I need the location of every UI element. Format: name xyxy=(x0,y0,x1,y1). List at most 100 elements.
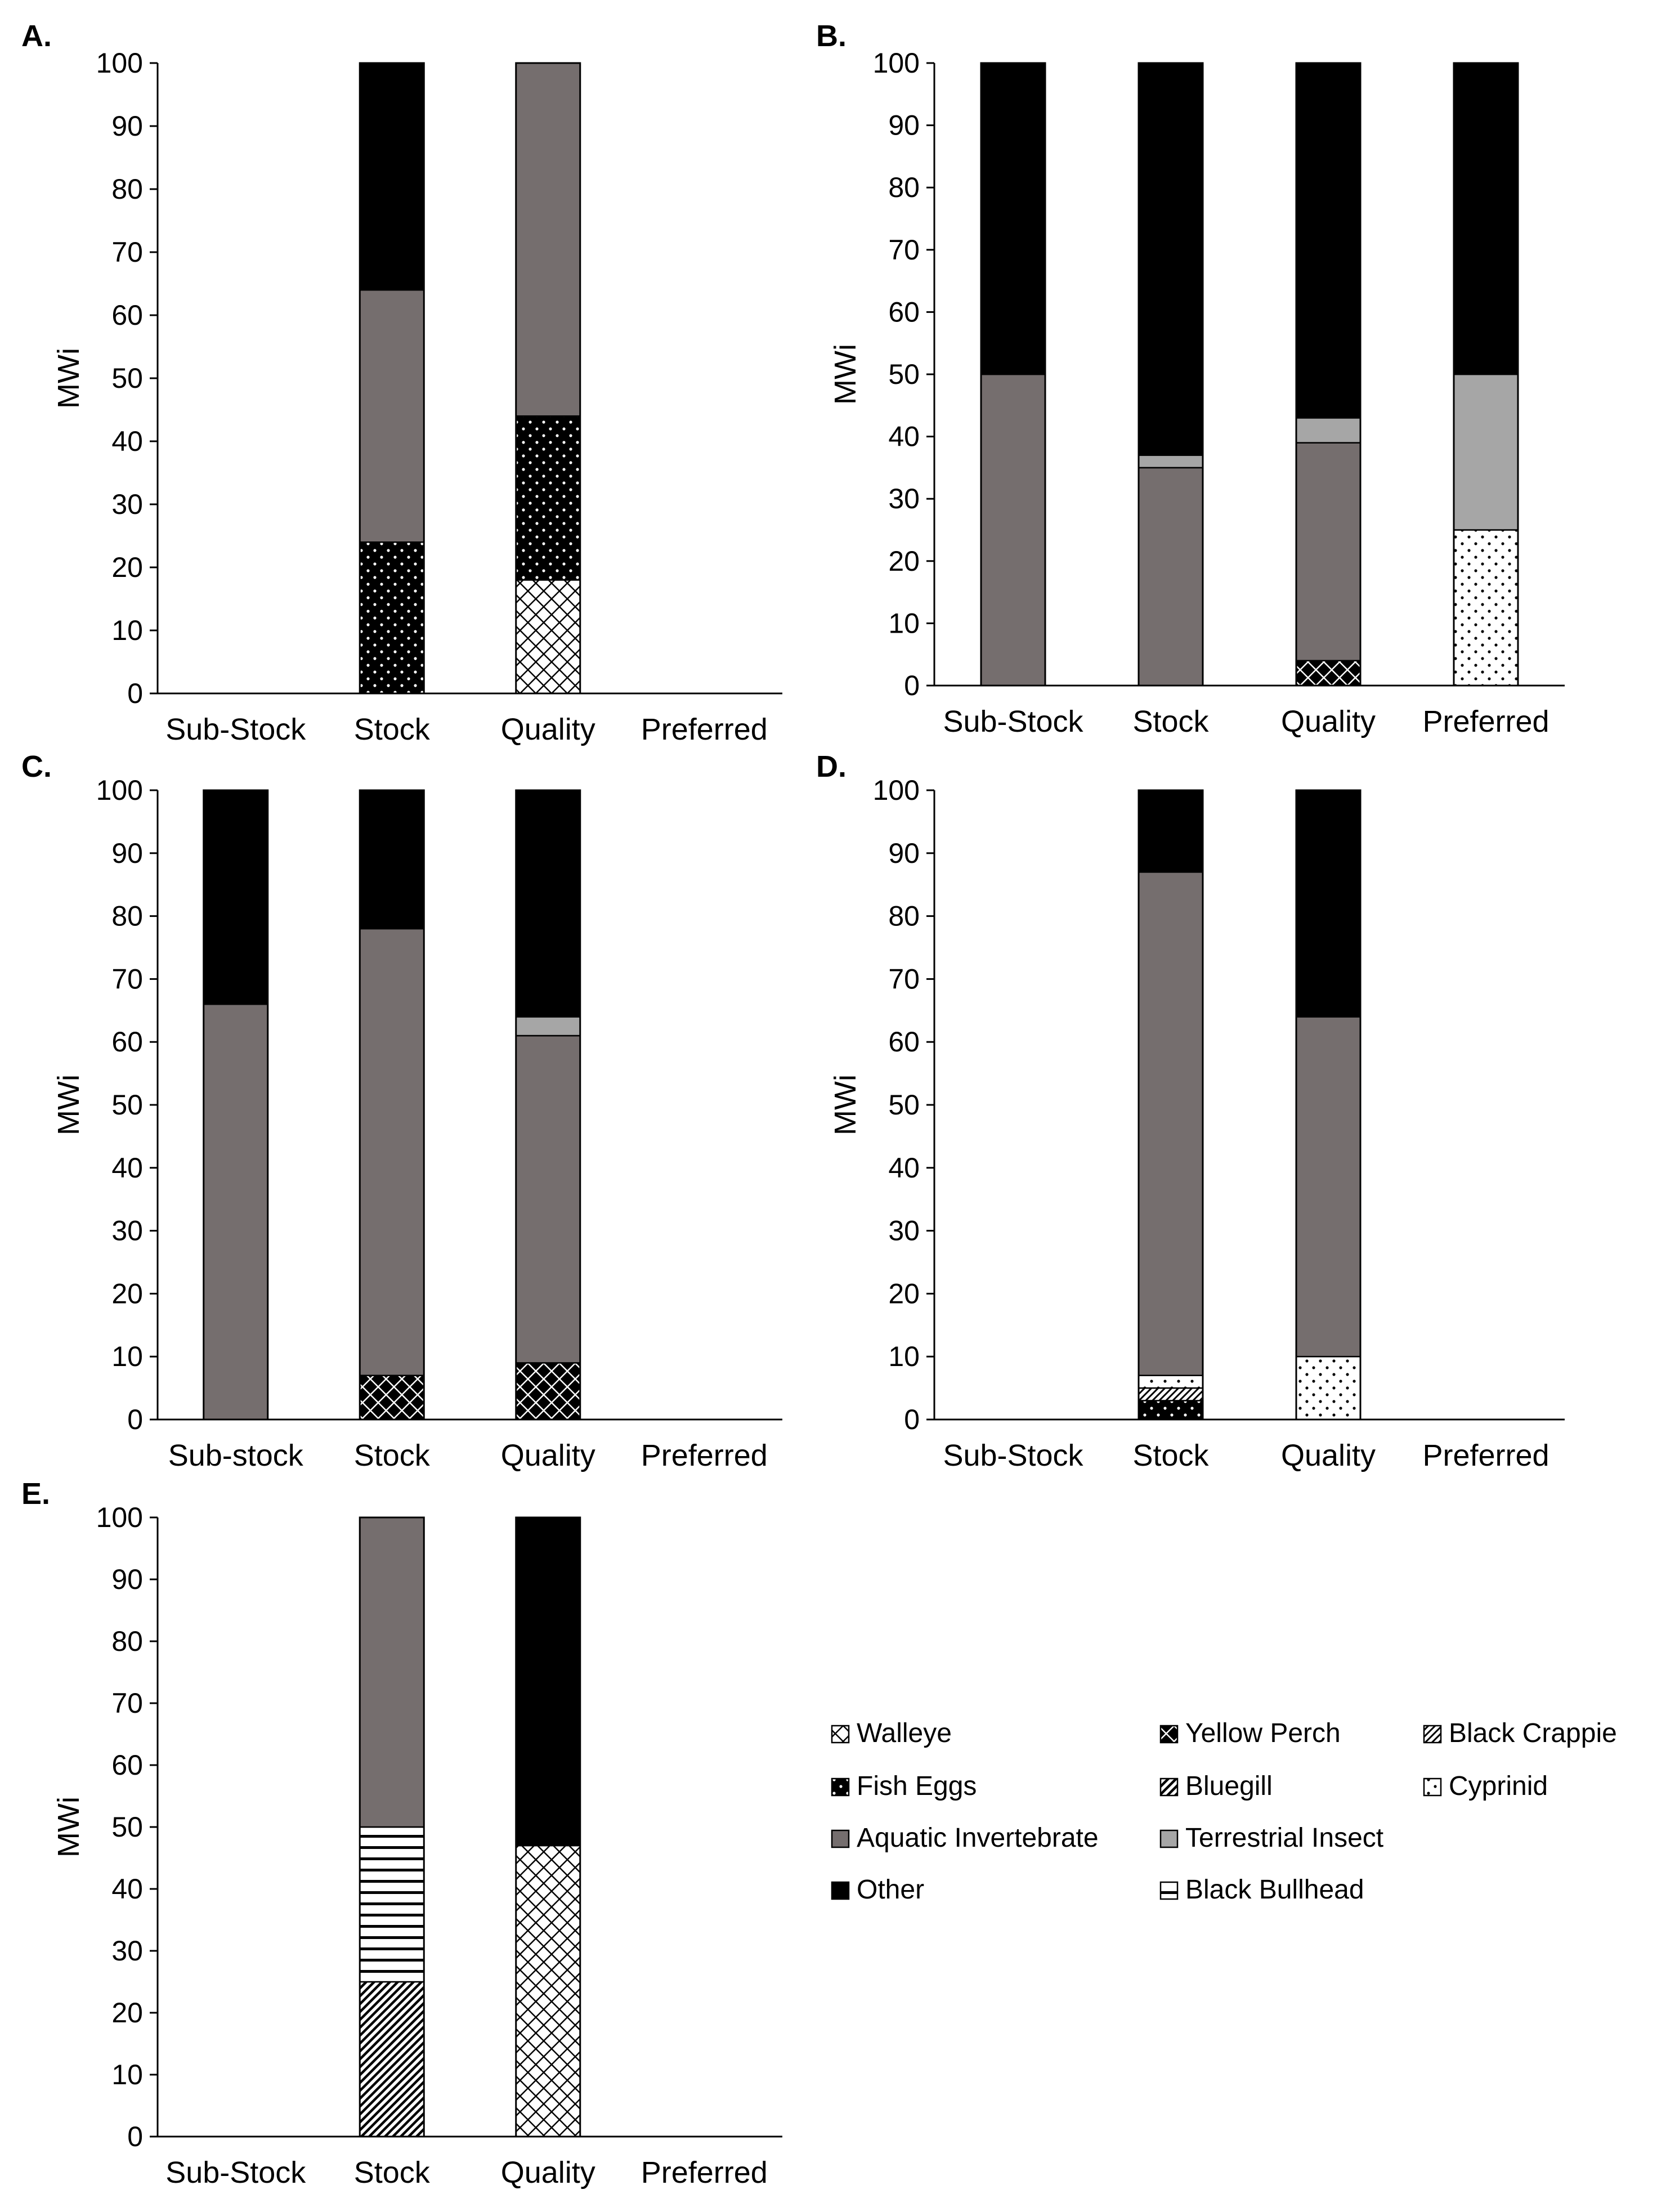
bar-segment-aquatic-invertebrate xyxy=(515,62,581,417)
y-tick-label: 60 xyxy=(111,299,143,331)
x-tick-label: Stock xyxy=(354,713,431,746)
y-tick-label: 90 xyxy=(888,110,920,141)
chart-panel-a: A. 0 10 20 30 40 50 60 70 80 90 100 MWi Sub-Stock Stoc… xyxy=(21,19,782,746)
bar-segment-other xyxy=(980,62,1046,375)
y-tick-label: 60 xyxy=(111,1026,143,1058)
y-tick-label: 30 xyxy=(111,1935,143,1967)
bar-segment-fish-eggs xyxy=(1137,1400,1204,1421)
x-tick-label: Quality xyxy=(501,713,595,746)
legend-item-cyprinid: Cyprinid xyxy=(1423,1771,1548,1801)
legend-item-fish-eggs: Fish Eggs xyxy=(831,1771,977,1801)
legend-item-other: Other xyxy=(831,1875,924,1905)
panel-label: D. xyxy=(816,750,847,783)
aquatic-invertebrate-dark-gray-swatch-icon xyxy=(831,1829,850,1848)
y-axis-title: MWi xyxy=(828,344,862,405)
bar-outline xyxy=(980,62,1046,687)
bar-segment-other xyxy=(359,789,425,930)
chart-panel-e: E. 0 10 20 30 40 50 60 70 80 90 100 MWi Sub-Stock Stoc… xyxy=(21,1477,782,2189)
bar-outline xyxy=(359,1516,425,2138)
y-tick-label: 50 xyxy=(111,1089,143,1121)
legend-label: Other xyxy=(857,1875,924,1905)
bar-outline xyxy=(359,62,425,695)
y-tick-label: 30 xyxy=(888,483,920,514)
bar-outline xyxy=(1295,62,1362,687)
y-tick-label: 50 xyxy=(111,1811,143,1843)
legend-item-walleye: Walleye xyxy=(831,1718,952,1748)
y-tick-label: 60 xyxy=(111,1749,143,1781)
x-tick-label: Preferred xyxy=(641,713,768,746)
chart-panel-b: B. 0 10 20 30 40 50 60 70 80 90 100 MWi Sub-Stock Stoc… xyxy=(816,19,1565,738)
fish-eggs-dotted-black-swatch-icon xyxy=(831,1777,850,1797)
bar-outline xyxy=(515,1516,581,2138)
y-tick-label: 0 xyxy=(904,670,920,701)
bar-outline xyxy=(1453,62,1519,687)
y-tick-label: 80 xyxy=(888,172,920,203)
bar-segment-other xyxy=(359,62,425,291)
bar-segment-walleye xyxy=(515,1844,581,2138)
legend-item-bluegill: Bluegill xyxy=(1159,1771,1273,1801)
bar-segment-aquatic-invertebrate xyxy=(359,289,425,543)
y-tick-label: 20 xyxy=(111,552,143,583)
y-tick-label: 0 xyxy=(904,1404,920,1435)
y-tick-label: 50 xyxy=(888,1089,920,1121)
bar-segment-other xyxy=(515,1516,581,1847)
legend-label: Aquatic Invertebrate xyxy=(857,1823,1099,1853)
bar-segment-aquatic-invertebrate xyxy=(1295,1016,1362,1358)
y-tick-label: 0 xyxy=(127,678,143,709)
y-axis-title: MWi xyxy=(52,1797,86,1857)
bar-segment-other xyxy=(1295,62,1362,419)
y-tick-label: 60 xyxy=(888,296,920,328)
bar-outline xyxy=(203,789,269,1421)
bar-segment-terrestrial-insect xyxy=(1137,454,1204,469)
bar-segment-aquatic-invertebrate xyxy=(1295,442,1362,662)
y-axis-title: MWi xyxy=(52,1074,86,1135)
bar-segment-cyprinid xyxy=(1137,1374,1204,1389)
y-tick-label: 70 xyxy=(111,963,143,995)
y-tick-label: 10 xyxy=(111,615,143,646)
bar-segment-aquatic-invertebrate xyxy=(359,1516,425,1828)
bar-segment-terrestrial-insect xyxy=(1295,417,1362,444)
x-tick-label: Quality xyxy=(1281,1439,1376,1472)
bar-outline xyxy=(515,789,581,1421)
y-tick-label: 30 xyxy=(111,1215,143,1247)
y-tick-label: 90 xyxy=(111,110,143,142)
y-tick-label: 10 xyxy=(888,1341,920,1372)
x-tick-label: Sub-stock xyxy=(168,1439,304,1472)
x-tick-label: Stock xyxy=(354,1439,431,1472)
chart-panel-d: D. 0 10 20 30 40 50 60 70 80 90 100 MWi Sub-Stock Stoc… xyxy=(816,750,1565,1472)
legend-item-yellow-perch: Yellow Perch xyxy=(1159,1718,1341,1748)
bar-segment-fish-eggs xyxy=(515,415,581,581)
y-tick-label: 80 xyxy=(111,901,143,932)
legend-label: Black Crappie xyxy=(1449,1718,1617,1748)
bar-segment-other xyxy=(1137,789,1204,873)
y-tick-label: 70 xyxy=(888,963,920,995)
y-tick-label: 20 xyxy=(111,1278,143,1309)
y-tick-label: 0 xyxy=(127,1404,143,1435)
bar-segment-cyprinid xyxy=(1295,1355,1362,1421)
x-tick-label: Sub-Stock xyxy=(165,2156,306,2189)
y-tick-label: 40 xyxy=(888,421,920,453)
x-tick-label: Stock xyxy=(354,2156,431,2189)
legend-label: Terrestrial Insect xyxy=(1185,1823,1383,1853)
x-tick-label: Preferred xyxy=(641,2156,768,2189)
bar-segment-black-crappie xyxy=(1137,1387,1204,1401)
bar-segment-aquatic-invertebrate xyxy=(1137,871,1204,1376)
legend: Walleye Yellow Perch Black Crappie Fish Egg… xyxy=(831,1718,1617,1905)
bar-outline xyxy=(515,62,581,695)
terrestrial-insect-light-gray-swatch-icon xyxy=(1159,1829,1179,1848)
bar-segment-fish-eggs xyxy=(359,541,425,695)
panel-label: A. xyxy=(21,19,52,53)
bar-segment-yellow-perch xyxy=(1295,660,1362,687)
y-tick-label: 30 xyxy=(888,1215,920,1247)
y-tick-label: 50 xyxy=(111,362,143,394)
legend-label: Yellow Perch xyxy=(1185,1718,1341,1748)
y-tick-label: 80 xyxy=(111,1626,143,1657)
bar-segment-other xyxy=(515,789,581,1018)
bar-segment-terrestrial-insect xyxy=(1453,373,1519,531)
y-tick-label: 60 xyxy=(888,1026,920,1058)
x-tick-label: Preferred xyxy=(641,1439,768,1472)
y-tick-label: 100 xyxy=(873,774,920,806)
y-tick-label: 40 xyxy=(111,426,143,457)
